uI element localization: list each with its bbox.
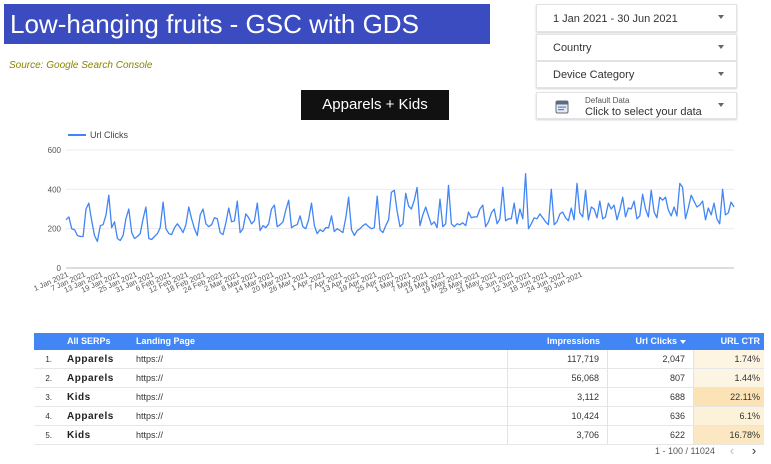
row-url-clicks: 622 — [608, 426, 694, 444]
sort-desc-icon — [680, 339, 686, 344]
row-impressions: 56,068 — [508, 369, 608, 387]
y-tick-label: 0 — [57, 264, 62, 273]
chevron-right-icon[interactable]: › — [751, 443, 757, 458]
row-url-ctr: 1.74% — [694, 350, 764, 368]
device-category-label: Device Category — [553, 69, 635, 81]
caret-down-icon — [718, 102, 724, 107]
chart-series — [65, 172, 735, 243]
row-url-clicks: 807 — [608, 369, 694, 387]
row-url-ctr: 1.44% — [694, 369, 764, 387]
row-url-clicks: 688 — [608, 388, 694, 406]
caret-down-icon — [718, 44, 724, 49]
table-row[interactable]: 3. Kids https://3,112 688 22.11% — [34, 388, 764, 407]
column-header-url-ctr[interactable]: URL CTR — [720, 336, 760, 346]
row-serp-category: Apparels — [67, 354, 114, 365]
database-icon — [555, 100, 569, 114]
row-serp-category: Kids — [67, 430, 91, 441]
data-source-selector[interactable]: Default Data Click to select your data — [536, 92, 737, 119]
chevron-left-icon[interactable]: ‹ — [729, 443, 735, 458]
row-url-ctr: 22.11% — [694, 388, 764, 406]
report-title: Low-hanging fruits - GSC with GDS — [4, 4, 490, 44]
url-clicks-line — [65, 172, 735, 243]
row-number: 1. — [45, 355, 52, 364]
row-serp-category: Apparels — [67, 373, 114, 384]
row-landing-page[interactable]: https:// — [136, 350, 508, 368]
data-source-value: Click to select your data — [585, 106, 702, 118]
segment-badge: Apparels + Kids — [301, 90, 449, 120]
row-landing-page[interactable]: https:// — [136, 369, 508, 387]
y-tick-label: 600 — [48, 146, 62, 155]
row-impressions: 117,719 — [508, 350, 608, 368]
row-number: 2. — [45, 374, 52, 383]
country-filter-label: Country — [553, 42, 592, 54]
row-landing-page[interactable]: https:// — [136, 426, 508, 444]
landing-page-table: All SERPs Landing Page Impressions Url C… — [34, 333, 764, 445]
chart-y-ticks: 0 200 400 600 — [48, 146, 62, 273]
row-impressions: 3,112 — [508, 388, 608, 406]
row-number: 5. — [45, 431, 52, 440]
row-impressions: 3,706 — [508, 426, 608, 444]
table-row[interactable]: 1. Apparels https://117,719 2,047 1.74% — [34, 350, 764, 369]
column-header-url-clicks[interactable]: Url Clicks — [608, 333, 694, 350]
row-landing-page[interactable]: https:// — [136, 388, 508, 406]
pagination-status: 1 - 100 / 11024 — [655, 446, 715, 456]
row-landing-page[interactable]: https:// — [136, 407, 508, 425]
column-header-url-clicks-label: Url Clicks — [635, 336, 677, 346]
column-header-landing-page[interactable]: Landing Page — [136, 336, 196, 346]
row-number: 3. — [45, 393, 52, 402]
table-body: 1. Apparels https://117,719 2,047 1.74% 2. App… — [34, 350, 764, 445]
y-tick-label: 200 — [48, 225, 62, 234]
row-url-ctr: 16.78% — [694, 426, 764, 444]
legend-label: Url Clicks — [90, 130, 128, 140]
caret-down-icon — [718, 15, 724, 19]
source-note: Source: Google Search Console — [9, 60, 153, 71]
chart-grid — [66, 149, 734, 269]
column-header-all-serps[interactable]: All SERPs — [67, 336, 111, 346]
date-range-value: 1 Jan 2021 - 30 Jun 2021 — [553, 13, 678, 25]
y-tick-label: 400 — [48, 185, 62, 194]
table-row[interactable]: 2. Apparels https://56,068 807 1.44% — [34, 369, 764, 388]
table-row[interactable]: 4. Apparels https://10,424 636 6.1% — [34, 407, 764, 426]
row-url-clicks: 636 — [608, 407, 694, 425]
caret-down-icon — [718, 71, 724, 76]
date-range-picker[interactable]: 1 Jan 2021 - 30 Jun 2021 — [536, 4, 737, 32]
column-header-impressions[interactable]: Impressions — [546, 336, 600, 346]
row-impressions: 10,424 — [508, 407, 608, 425]
device-category-filter[interactable]: Device Category — [536, 61, 737, 88]
data-source-label: Default Data — [585, 96, 630, 105]
country-filter[interactable]: Country — [536, 34, 737, 61]
table-header-row: All SERPs Landing Page Impressions Url C… — [34, 333, 764, 350]
row-url-ctr: 6.1% — [694, 407, 764, 425]
row-serp-category: Kids — [67, 392, 91, 403]
chart-legend[interactable]: Url Clicks — [68, 130, 128, 140]
table-row[interactable]: 5. Kids https://3,706 622 16.78% — [34, 426, 764, 445]
row-number: 4. — [45, 412, 52, 421]
row-url-clicks: 2,047 — [608, 350, 694, 368]
row-serp-category: Apparels — [67, 411, 114, 422]
